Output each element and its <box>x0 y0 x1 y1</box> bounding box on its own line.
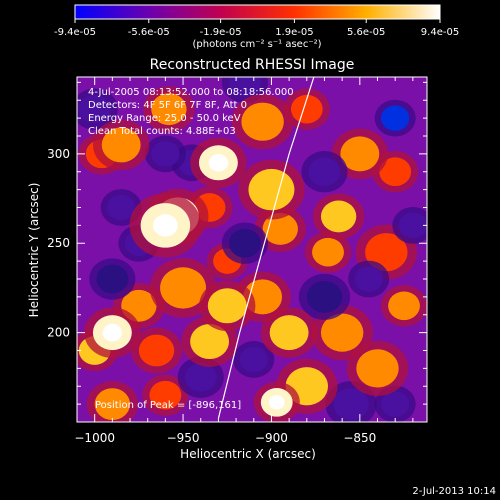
positive-blob <box>356 349 399 388</box>
positive-blob <box>101 127 141 163</box>
blob-core <box>102 323 123 342</box>
blob-core <box>153 214 178 237</box>
annotation-energy: Energy Range: 25.0 - 50.0 keV <box>88 113 241 124</box>
y-axis-label: Heliocentric Y (arcsec) <box>27 183 41 318</box>
negative-blob <box>308 157 341 187</box>
negative-blob <box>107 194 136 221</box>
blob-core <box>208 154 229 172</box>
annotation-time: 4-Jul-2005 08:13:52.000 to 08:18:56.000 <box>88 87 294 98</box>
positive-blob <box>320 200 357 233</box>
x-tick-label: −950 <box>167 431 200 445</box>
negative-blob <box>151 141 180 167</box>
positive-blob <box>388 291 420 321</box>
negative-blob <box>229 77 261 97</box>
positive-blob <box>149 380 182 410</box>
positive-blob <box>379 157 412 187</box>
negative-blob <box>239 346 268 373</box>
annotation-peak: Position of Peak = [-896,161] <box>95 400 241 411</box>
positive-blob <box>207 288 247 324</box>
x-tick-label: −1000 <box>74 431 115 445</box>
negative-blob <box>354 266 383 292</box>
colorbar-tick-label: 9.4e-05 <box>421 27 459 38</box>
negative-blob <box>78 94 111 124</box>
x-axis-ticks: −1000 −950 −900 −850 <box>74 77 414 445</box>
negative-blob <box>333 388 369 421</box>
positive-blob <box>241 102 284 141</box>
positive-blob <box>94 388 131 421</box>
y-axis-ticks: 200 250 300 <box>47 81 427 405</box>
colorbar-tick-label: 5.6e-05 <box>347 27 385 38</box>
positive-blob <box>190 324 230 360</box>
footer-date: 2-Jul-2013 10:14 <box>412 486 496 497</box>
negative-blob <box>398 212 427 239</box>
blob-core <box>268 395 285 410</box>
plot-area: 4-Jul-2005 08:13:52.000 to 08:18:56.000 … <box>76 76 428 423</box>
negative-blob <box>381 105 410 131</box>
negative-blob <box>96 264 129 294</box>
positive-blob <box>262 213 298 245</box>
positive-blob <box>248 168 295 211</box>
positive-blob <box>160 267 207 309</box>
x-axis-label: Heliocentric X (arcsec) <box>180 447 316 461</box>
image-blobs <box>77 77 427 422</box>
annotation-clean: Clean Total counts: 4.88E+03 <box>88 126 236 137</box>
positive-blob <box>138 334 175 367</box>
colorbar-tick-label: -1.9e-05 <box>200 27 242 38</box>
y-tick-label: 300 <box>47 147 70 161</box>
positive-blob <box>151 93 187 126</box>
positive-blob <box>365 233 408 272</box>
positive-blob <box>290 94 323 124</box>
negative-blob <box>184 362 217 392</box>
negative-blob <box>381 391 410 417</box>
positive-blob <box>312 237 344 267</box>
positive-blob <box>269 315 309 351</box>
y-tick-label: 250 <box>47 236 70 250</box>
annotation-detectors: Detectors: 4F 5F 6F 7F 8F, Att 0 <box>88 100 247 111</box>
plot-frame <box>76 76 428 423</box>
colorbar-tick-label: -9.4e-05 <box>54 27 96 38</box>
colorbar-tick-label: 1.9e-05 <box>275 27 313 38</box>
negative-blob <box>306 280 343 313</box>
colorbar: -9.4e-05 -5.6e-05 -1.9e-05 1.9e-05 5.6e-05 9.… <box>54 4 459 50</box>
colorbar-tick-label: -5.6e-05 <box>128 27 170 38</box>
x-tick-label: −900 <box>255 431 288 445</box>
y-tick-label: 200 <box>47 326 70 340</box>
x-tick-label: −850 <box>343 431 376 445</box>
positive-blob <box>320 313 364 352</box>
colorbar-units-label: (photons cm⁻² s⁻¹ asec⁻²) <box>192 39 321 50</box>
chart-title: Reconstructed RHESSI Image <box>150 57 355 73</box>
colorbar-ticks: -9.4e-05 -5.6e-05 -1.9e-05 1.9e-05 5.6e-05 9.… <box>54 19 459 38</box>
solar-limb-curve <box>217 77 315 419</box>
positive-blob <box>340 136 380 172</box>
negative-blob <box>229 228 261 258</box>
colorbar-gradient <box>74 4 441 20</box>
